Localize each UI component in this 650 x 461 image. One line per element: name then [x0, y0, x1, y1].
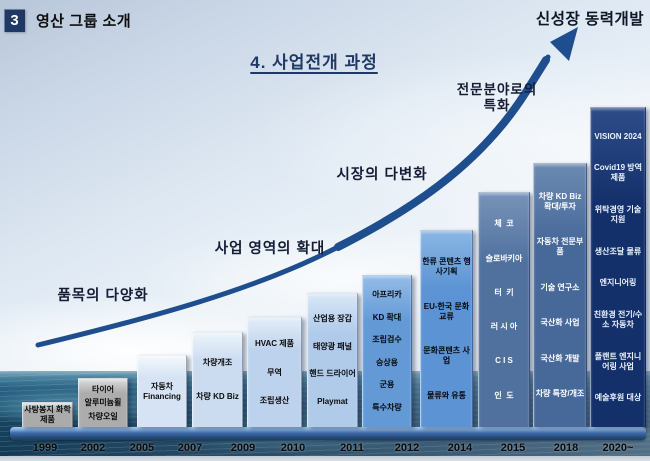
- year-label: 1999: [32, 442, 58, 454]
- year-label: 2014: [447, 442, 473, 454]
- bar-item: 아프리카: [372, 290, 402, 300]
- bar-item: 조립생산: [259, 396, 290, 406]
- bar-item: 사탕봉지 화학제품: [24, 405, 71, 424]
- bar-item: 한류 콘텐츠 행사기획: [422, 257, 471, 277]
- bar-item: 승상용: [375, 357, 399, 367]
- year-label: 2015: [500, 442, 526, 454]
- bar-item: 터 키: [494, 287, 514, 297]
- year-label: 2009: [230, 442, 256, 454]
- bar-item: 인 도: [494, 390, 514, 400]
- bar-item: 차량 특장/개조: [535, 389, 585, 399]
- slide-number-badge: 3: [4, 9, 25, 32]
- bar-item: 차량 KD Biz: [196, 391, 239, 401]
- bar-item: 기술 연구소: [540, 282, 580, 292]
- bar-item: 타이어: [91, 384, 115, 394]
- bar-item: C I S: [495, 356, 513, 366]
- bar-item: 특수차량: [372, 402, 402, 412]
- timeline-bar: 사탕봉지 화학제품: [22, 402, 73, 427]
- year-label: 2005: [129, 442, 155, 454]
- bar-item: HVAC 제품: [254, 338, 295, 348]
- year-label: 2018: [553, 442, 579, 454]
- bar-item: 러 시 아: [490, 322, 518, 332]
- stage-label: 사업 영역의 확대: [214, 241, 326, 257]
- bar-item: 군용: [379, 380, 395, 390]
- bar-item: EU-한국 문화교류: [423, 301, 470, 321]
- bar-item: 차량개조: [202, 358, 233, 368]
- header-title: 영산 그룹 소개: [36, 13, 132, 30]
- stage-label: 시장의 다변화: [336, 167, 428, 183]
- year-label: 2011: [340, 442, 364, 454]
- timeline-bar: 자동차 Financing: [137, 355, 187, 427]
- bar-item: Covid19 방역제품: [593, 163, 643, 183]
- stage-label: 전문분야로의 특화: [456, 82, 538, 113]
- bar-item: 차량 KD Biz 확대/투자: [538, 191, 582, 211]
- slide-header: 3 영산 그룹 소개: [4, 9, 131, 32]
- bar-item: 체 코: [494, 219, 514, 229]
- year-label: 2020~: [602, 442, 634, 454]
- bar-item: 문화콘텐츠 사업: [423, 346, 470, 366]
- bar-item: 엔지니어링: [599, 278, 637, 288]
- year-label: 2007: [177, 442, 203, 454]
- bar-item: 핸드 드라이어: [309, 369, 356, 379]
- bar-item: 위탁경영 기술지원: [594, 204, 642, 224]
- slide-title: 4. 사업전개 과정: [250, 53, 378, 72]
- bar-item: 무역: [267, 367, 282, 377]
- bar-item: Playmat: [317, 397, 348, 407]
- bottom-strip: [0, 456, 650, 461]
- year-label: 2012: [394, 442, 420, 454]
- bar-item: 차량오일: [88, 411, 118, 421]
- timeline-beam: [10, 427, 646, 440]
- bar-item: 친환경 전기/수소 자동차: [593, 309, 643, 329]
- year-label: 2002: [80, 442, 106, 454]
- bar-item: 자동차 Financing: [143, 381, 181, 401]
- stage-label: 품목의 다양화: [57, 288, 149, 304]
- bar-item: 물류와 유통: [426, 390, 467, 400]
- bar-item: 생산조달 물류: [594, 246, 642, 256]
- bar-item: 국산화 사업: [540, 318, 580, 328]
- goal-label: 신성장 동력개발: [535, 11, 645, 28]
- bar-item: 산업용 장갑: [312, 313, 353, 323]
- bar-item: 자동차 전문부품: [536, 237, 584, 257]
- year-label: 2010: [280, 442, 306, 454]
- bar-item: 조립검수: [372, 335, 402, 345]
- bar-item: 알루미늄휠: [84, 398, 122, 407]
- bar-item: 국산화 개발: [540, 353, 580, 363]
- bar-item: KD 확대: [372, 312, 402, 322]
- bar-item: 슬로바키아: [485, 253, 523, 263]
- bar-item: 플랜트 엔지니어링 사업: [594, 351, 642, 371]
- bar-item: 태양광 패널: [312, 341, 353, 351]
- bar-item: VISION 2024: [594, 131, 642, 141]
- bar-item: 예술후원 대상: [594, 393, 642, 403]
